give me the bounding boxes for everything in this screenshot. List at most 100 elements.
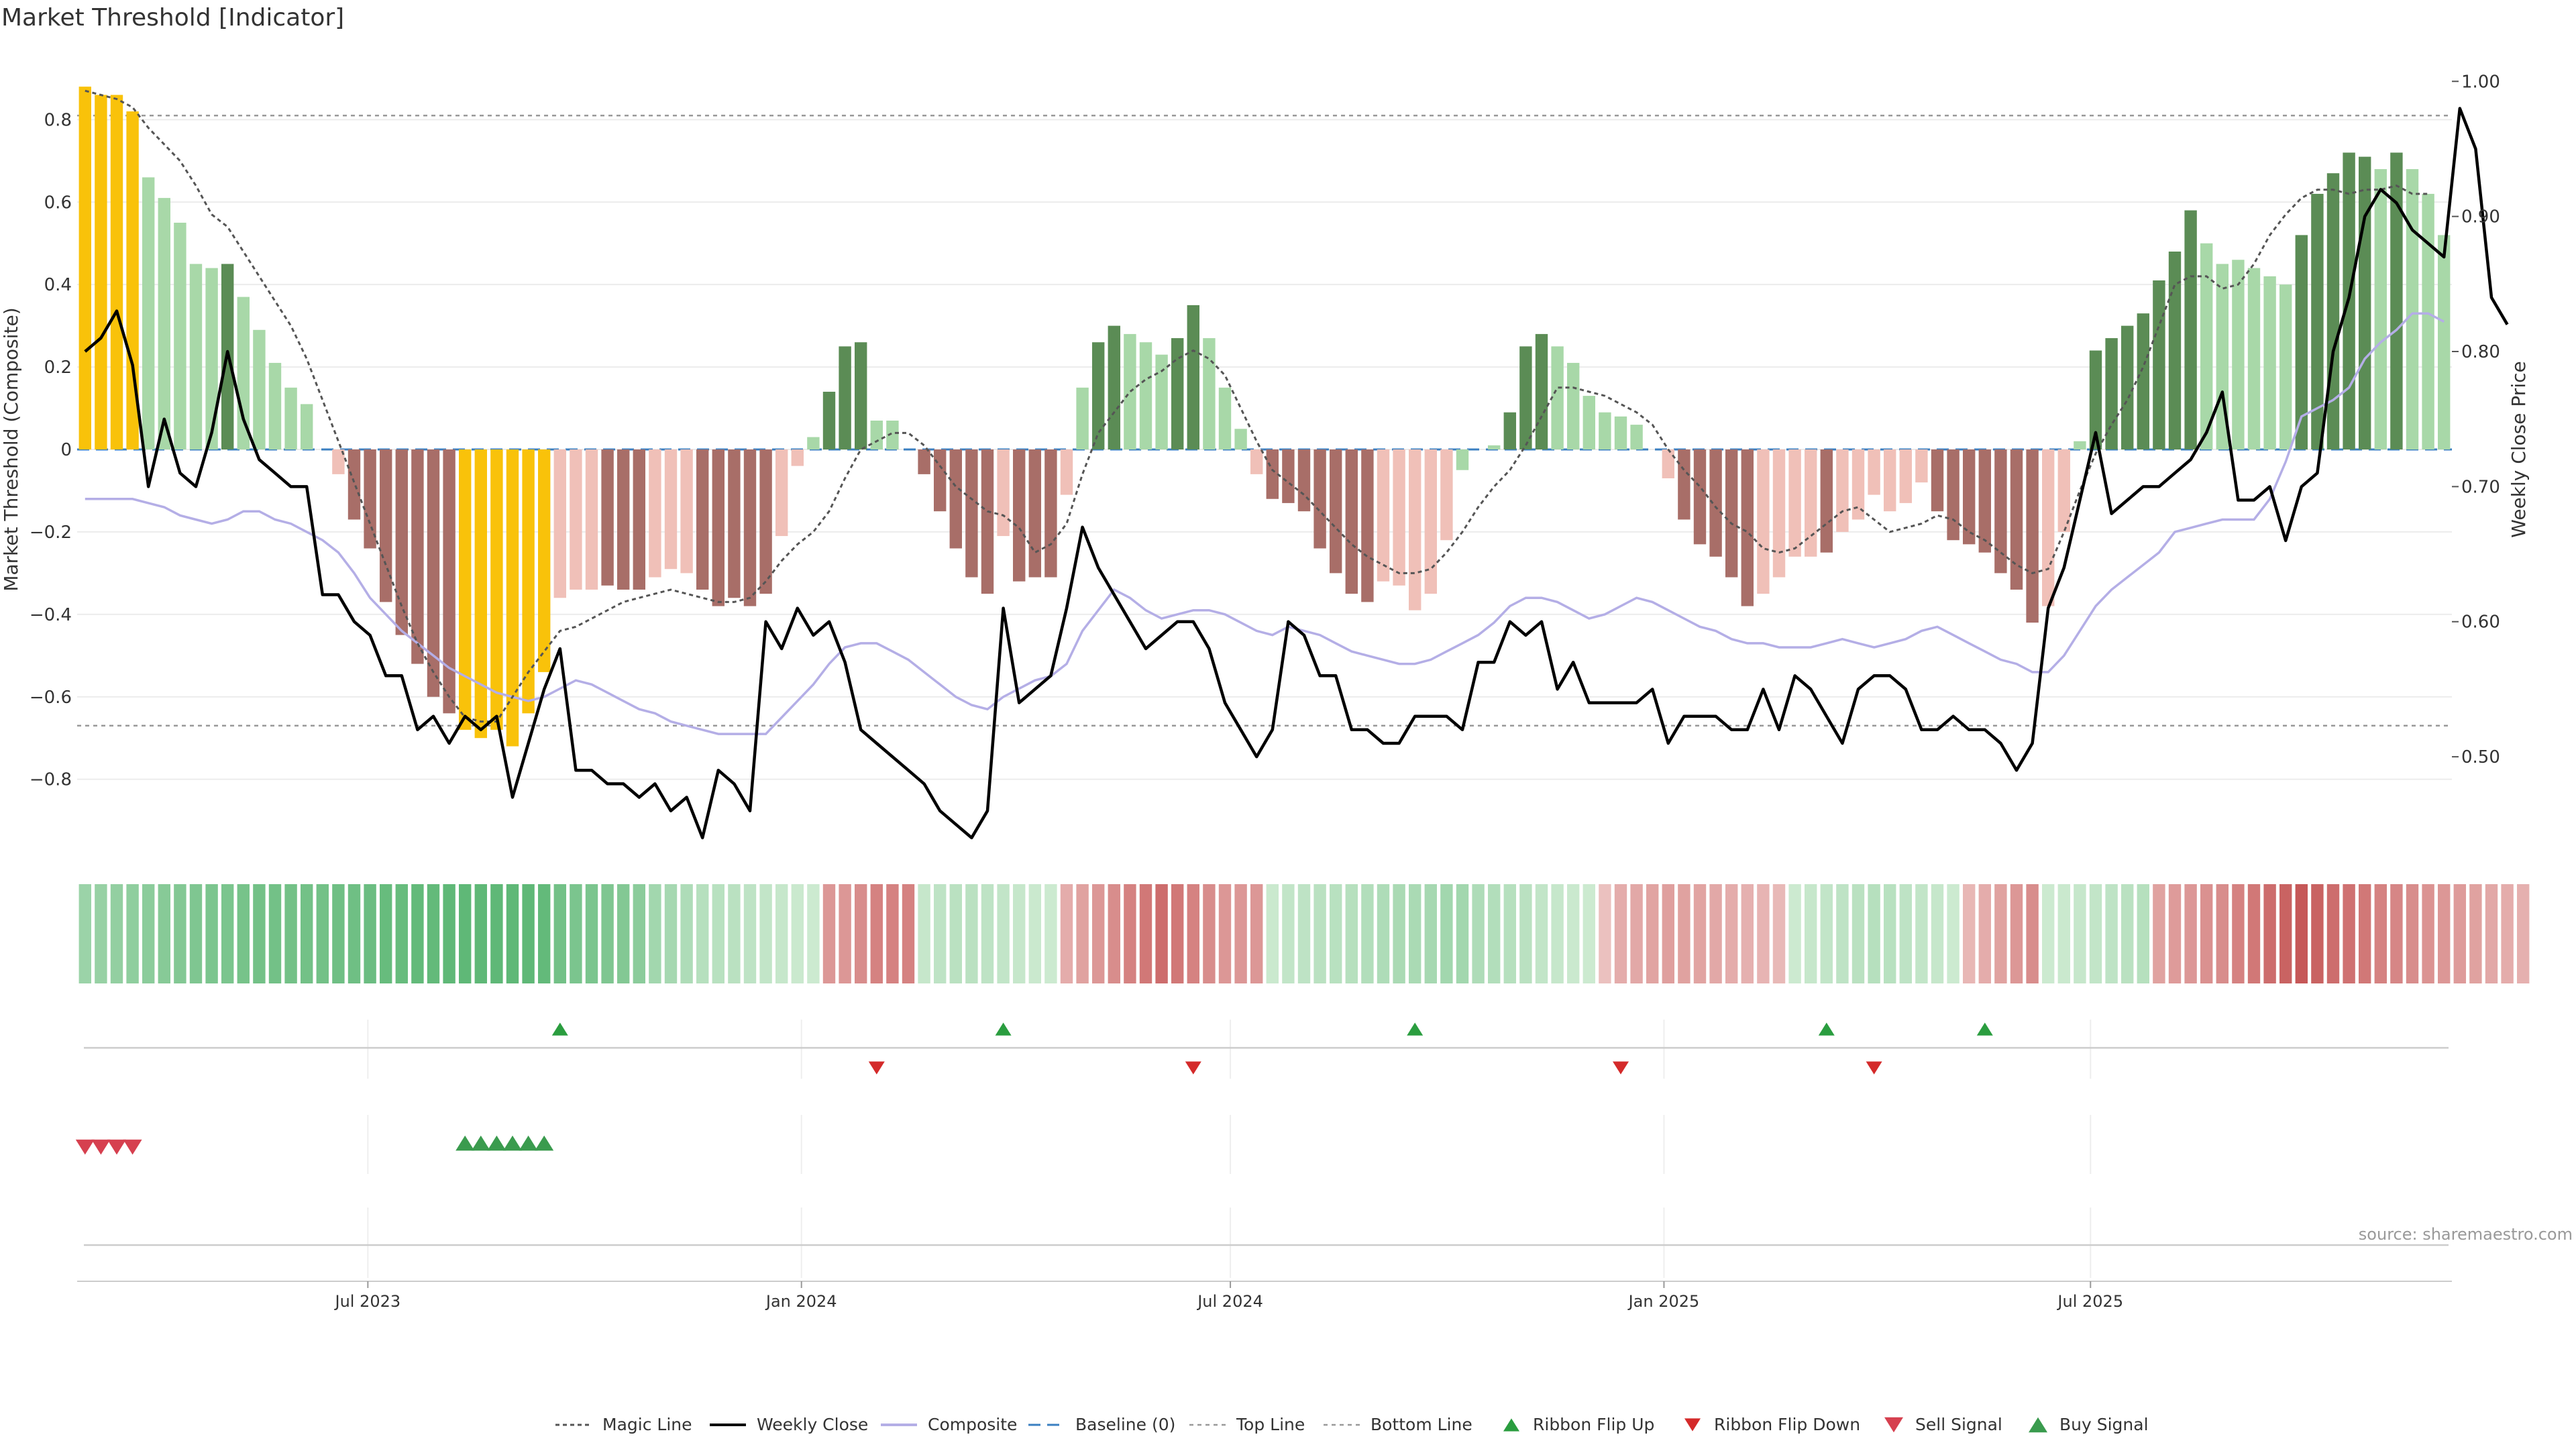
ribbon-cell [1630, 884, 1643, 983]
y-tick-label: 0.4 [44, 275, 72, 295]
ribbon-cell [807, 884, 820, 983]
composite-bar [2311, 193, 2324, 449]
composite-bar [949, 449, 963, 549]
ribbon-cell [158, 884, 171, 983]
composite-bar [110, 95, 123, 450]
ribbon-cell [1709, 884, 1722, 983]
composite-bar [2406, 169, 2419, 450]
legend-label: Sell Signal [1915, 1415, 2002, 1434]
ribbon-cell [1472, 884, 1485, 983]
ribbon-cell [2137, 884, 2150, 983]
composite-bar [1804, 449, 1817, 557]
ribbon-cell [2390, 884, 2403, 983]
legend-item-flipup: Ribbon Flip Up [1503, 1415, 1654, 1434]
ribbon-cell [649, 884, 661, 983]
ribbon-cell [2026, 884, 2039, 983]
legend-label: Baseline (0) [1075, 1415, 1175, 1434]
x-tick-label: Jul 2025 [2056, 1292, 2123, 1311]
composite-bar [2279, 284, 2292, 449]
ribbon-cell [537, 884, 551, 983]
composite-bar [1772, 449, 1786, 578]
legend-item-baseline: Baseline (0) [1028, 1415, 1175, 1434]
sell-signal-marker [75, 1139, 95, 1155]
composite-bar [807, 437, 820, 449]
ribbon-cell [427, 884, 440, 983]
ribbon-cell [664, 884, 678, 983]
y-tick-label: −0.6 [30, 688, 72, 708]
legend-label: Buy Signal [2059, 1415, 2149, 1434]
ribbon-cell [1582, 884, 1596, 983]
ribbon-cell [126, 884, 139, 983]
composite-bar [78, 87, 92, 449]
composite-bar [570, 449, 582, 590]
ribbon-cell [364, 884, 376, 983]
composite-bar [2247, 268, 2261, 449]
y2-tick-label: 1.00 [2461, 72, 2500, 92]
ribbon-cell [1076, 884, 1089, 983]
ribbon-cell [902, 884, 915, 983]
ribbon-cell [1012, 884, 1026, 983]
ribbon-cell [696, 884, 709, 983]
composite-bar [2041, 449, 2055, 606]
ribbon-cell [2074, 884, 2086, 983]
ribbon-cell [949, 884, 963, 983]
composite-bar [2295, 235, 2308, 449]
composite-bar [1218, 387, 1232, 449]
composite-bar [649, 449, 661, 578]
composite-bar [1155, 354, 1168, 449]
ribbon-cell [2089, 884, 2102, 983]
ribbon-cell [1535, 884, 1548, 983]
ribbon-cell [189, 884, 203, 983]
y2-tick-label: 0.90 [2461, 207, 2500, 227]
ribbon-cell [680, 884, 693, 983]
ribbon-cell [585, 884, 598, 983]
ribbon-cell [332, 884, 345, 983]
ribbon-cell [1393, 884, 1405, 983]
composite-bar [1060, 449, 1073, 495]
composite-bar [158, 198, 171, 449]
buy-signal-marker [535, 1135, 554, 1151]
y2-axis-label: Weekly Close Price [2508, 361, 2530, 537]
ribbon-cell [1060, 884, 1073, 983]
composite-bar [1693, 449, 1707, 545]
ribbon-cell [1044, 884, 1057, 983]
composite-bar [1725, 449, 1738, 578]
composite-bar [1519, 346, 1532, 449]
ribbon-cell [2343, 884, 2355, 983]
ribbon-cell [2263, 884, 2276, 983]
composite-bar [1282, 449, 1295, 503]
composite-bar [537, 449, 551, 672]
legend-item-bottom: Bottom Line [1324, 1415, 1472, 1434]
sell-signal-marker [91, 1139, 111, 1155]
composite-bar [2057, 449, 2071, 532]
composite-bar [2089, 350, 2102, 449]
composite-bar [1709, 449, 1722, 557]
ribbon-flip-up-marker [1976, 1022, 1993, 1036]
legend-label: Magic Line [602, 1415, 692, 1434]
legend-swatch [1684, 1418, 1701, 1432]
composite-bar [1599, 412, 1611, 449]
ribbon-cell [2041, 884, 2055, 983]
composite-bar [1820, 449, 1833, 553]
ribbon-cell [1408, 884, 1421, 983]
composite-bar [1329, 449, 1342, 574]
composite-bar [253, 329, 266, 449]
composite-bar [1091, 342, 1105, 449]
y-tick-label: −0.4 [30, 605, 72, 625]
x-tick-label: Jul 2024 [1196, 1292, 1263, 1311]
composite-bar [1044, 449, 1057, 578]
composite-bar [2074, 441, 2086, 449]
magic-line [85, 89, 2428, 723]
threshold-lines [77, 114, 2452, 727]
composite-bar [126, 111, 139, 449]
composite-bar [839, 346, 851, 449]
composite-bar [474, 449, 488, 739]
composite-bar [1757, 449, 1770, 594]
composite-bar [379, 449, 392, 602]
ribbon-cell [1203, 884, 1216, 983]
composite-bar [443, 449, 455, 714]
y2-tick-label: 0.60 [2461, 612, 2500, 633]
composite-bar [205, 268, 218, 449]
composite-bar [506, 449, 519, 747]
composite-bar [300, 404, 313, 449]
